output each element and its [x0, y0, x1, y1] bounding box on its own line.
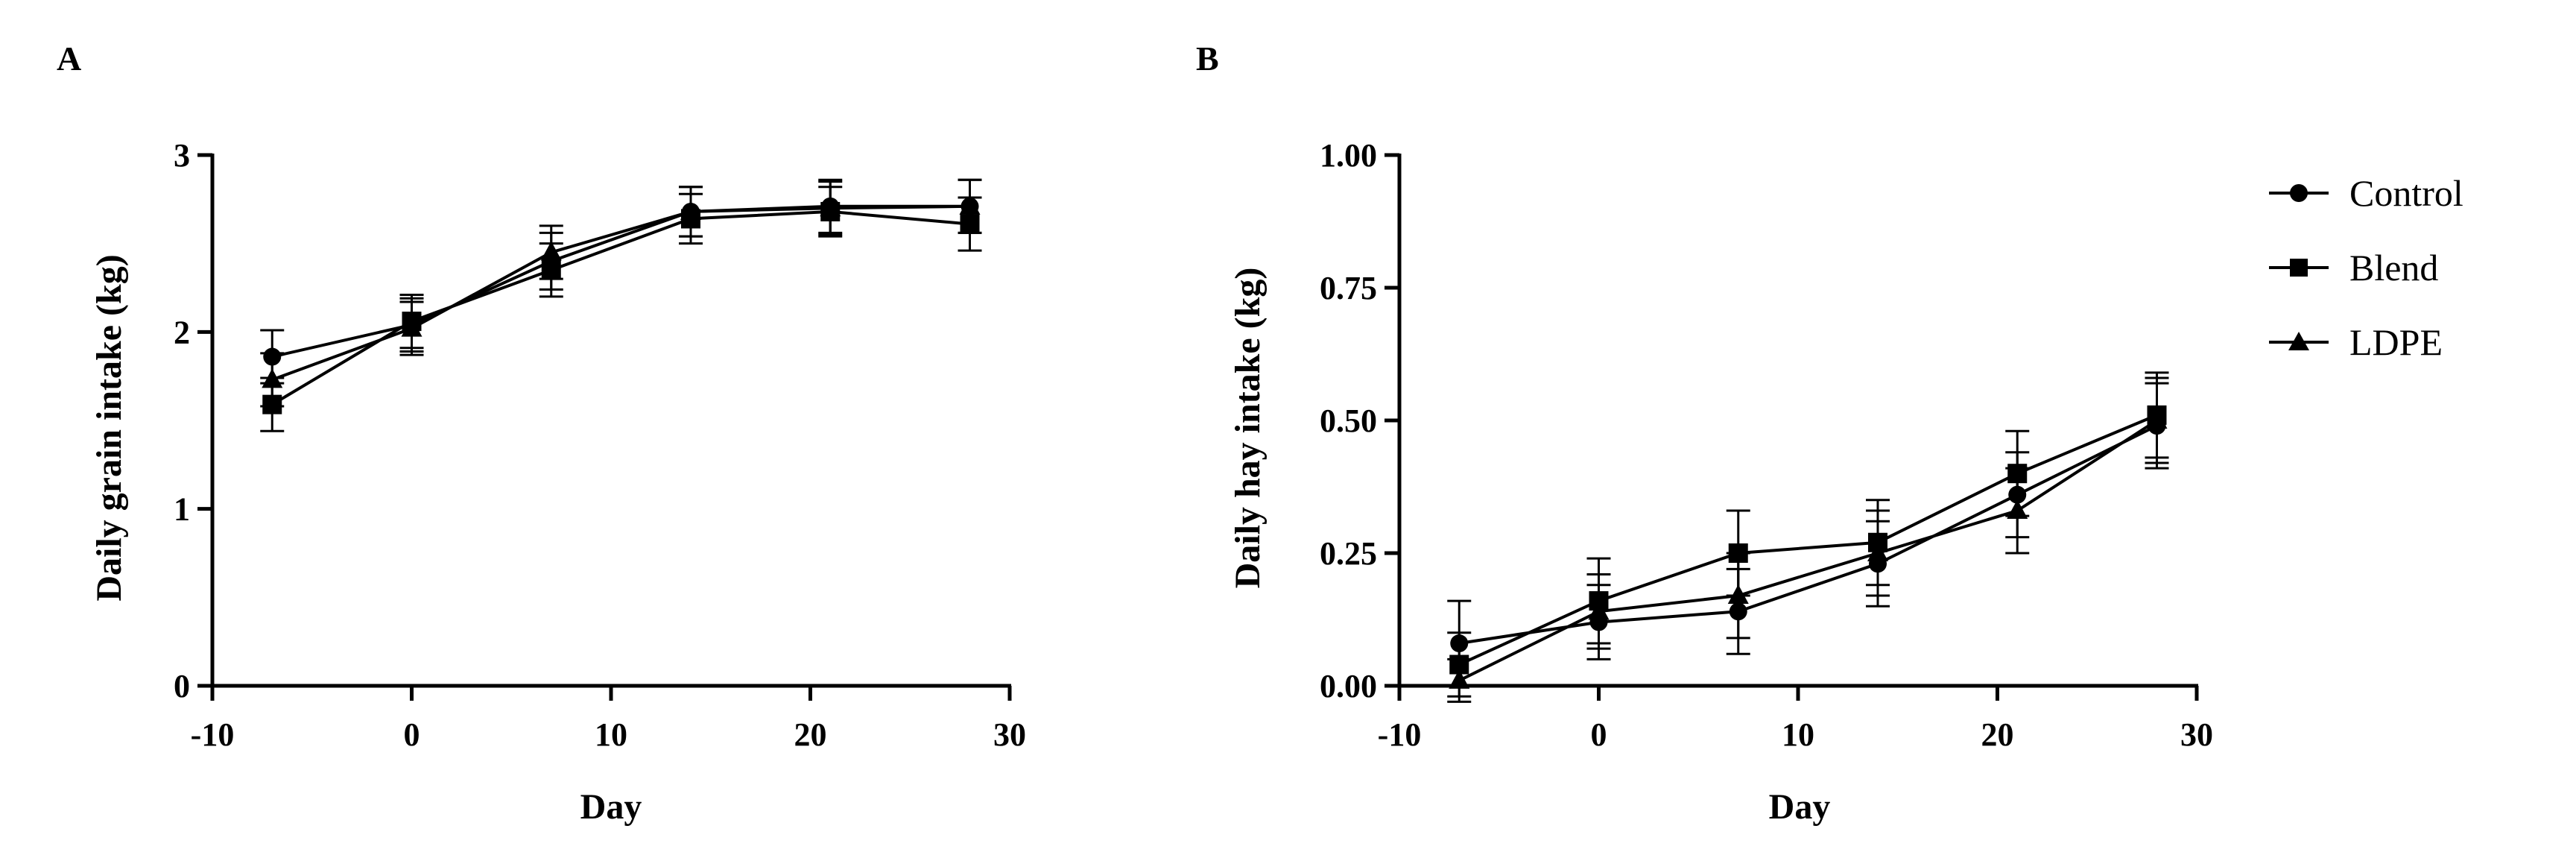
panel-a-ldpe-point — [680, 200, 701, 220]
panel-b-ldpe-line — [1458, 419, 2158, 682]
panel-a-x-tick-label: 0 — [404, 716, 420, 753]
panel-a-letter: A — [57, 40, 81, 78]
panel-a-ldpe-point — [820, 197, 841, 217]
legend-label-control: Control — [2349, 172, 2463, 214]
panel-b-x-axis-title: Day — [1769, 787, 1831, 827]
panel-a-x-tick-label: 30 — [993, 716, 1026, 753]
panel-a-y-tick-label: 2 — [174, 314, 190, 350]
panel-b-ldpe-point — [1727, 584, 1749, 604]
panel-b-x-tick-label: 20 — [1981, 716, 2014, 753]
panel-a-plot-area — [260, 178, 982, 432]
panel-a-blend-line — [271, 209, 970, 406]
panel-a-series-control — [260, 178, 982, 385]
panel-a-ldpe-point — [401, 317, 423, 337]
panel-a-x-tick-label: 10 — [595, 716, 627, 753]
panel-b-ldpe-point — [1867, 542, 1888, 561]
panel-b-y-tick-label: 1.00 — [1320, 137, 1377, 174]
panel-b-letter: B — [1196, 40, 1219, 78]
panel-a-ldpe-point — [959, 195, 981, 215]
triangle-marker-icon — [2288, 332, 2309, 350]
panel-b-y-tick-label: 0.50 — [1320, 403, 1377, 439]
panel-a-control-line — [271, 204, 970, 359]
panel-a-ldpe-point — [540, 241, 562, 261]
panel-b-series-ldpe — [1447, 376, 2169, 703]
panel-a-ldpe-line — [271, 204, 970, 382]
panel-a-y-axis-title: Daily grain intake (kg) — [89, 254, 129, 601]
panel-b-y-tick-label: 0.75 — [1320, 270, 1377, 306]
legend-item-ldpe: LDPE — [2269, 321, 2443, 363]
panel-a-y-tick-label: 0 — [174, 668, 190, 704]
panel-a-series-ldpe — [260, 178, 982, 408]
panel-b-x-tick-label: -10 — [1378, 716, 1422, 753]
panel-b-x-tick-label: 10 — [1782, 716, 1814, 753]
legend-label-blend: Blend — [2349, 247, 2438, 288]
panel-b-y-tick-label: 0.25 — [1320, 535, 1377, 572]
panel-b-series-control — [1447, 382, 2169, 687]
panel-a-ldpe-point — [262, 368, 283, 388]
panel-b-ldpe-point — [2007, 499, 2028, 520]
panel-a-y-tick-label: 3 — [174, 137, 190, 174]
panel-b-y-axis-title: Daily hay intake (kg) — [1228, 268, 1268, 589]
panel-b-ldpe-point — [1588, 600, 1610, 620]
panel-a-x-tick-label: -10 — [191, 716, 235, 753]
panel-b-ldpe-point — [1449, 669, 1470, 689]
panel-b-blend-line — [1458, 414, 2158, 666]
circle-marker-icon — [2290, 184, 2308, 202]
legend-label-ldpe: LDPE — [2349, 321, 2443, 363]
legend-item-control: Control — [2269, 172, 2463, 214]
panel-a-series-blend — [260, 186, 982, 432]
panel-b-ldpe-point — [2146, 409, 2168, 429]
panel-b-x-tick-label: 0 — [1591, 716, 1607, 753]
panel-a-x-tick-label: 20 — [794, 716, 827, 753]
legend-item-blend: Blend — [2269, 247, 2438, 288]
panel-b-x-tick-label: 30 — [2180, 716, 2213, 753]
square-marker-icon — [2290, 259, 2308, 277]
legend: Control Blend LDPE — [2269, 172, 2463, 363]
panel-b-control-line — [1459, 424, 2158, 645]
panel-b: B -10 0 10 20 30 0.00 0.25 0.50 0.75 1.00 Day Dai… — [1196, 40, 2213, 827]
panel-b-y-tick-label: 0.00 — [1320, 668, 1377, 704]
panel-a-x-axis-title: Day — [580, 787, 642, 827]
panel-b-plot-area — [1447, 371, 2169, 703]
panel-a-y-tick-label: 1 — [174, 491, 190, 528]
panel-b-axes: -10 0 10 20 30 0.00 0.25 0.50 0.75 1.00 — [1320, 137, 2213, 753]
panel-b-series-blend — [1447, 371, 2169, 698]
